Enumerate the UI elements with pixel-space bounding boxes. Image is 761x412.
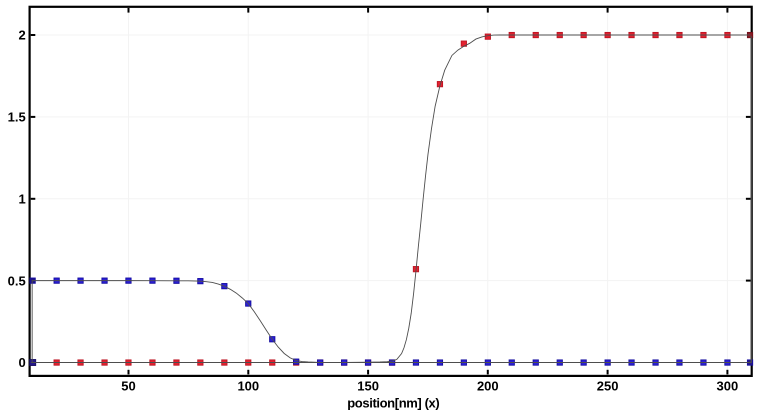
svg-text:0.5: 0.5 xyxy=(8,273,26,288)
svg-text:position[nm] (x): position[nm] (x) xyxy=(347,395,439,410)
svg-text:50: 50 xyxy=(121,379,135,394)
svg-text:150: 150 xyxy=(357,379,379,394)
svg-text:1.5: 1.5 xyxy=(8,110,26,125)
svg-text:250: 250 xyxy=(597,379,619,394)
svg-text:200: 200 xyxy=(477,379,499,394)
svg-text:0: 0 xyxy=(18,355,25,370)
svg-text:1: 1 xyxy=(18,191,25,206)
svg-text:2: 2 xyxy=(18,28,25,43)
svg-text:100: 100 xyxy=(237,379,259,394)
svg-text:300: 300 xyxy=(717,379,739,394)
